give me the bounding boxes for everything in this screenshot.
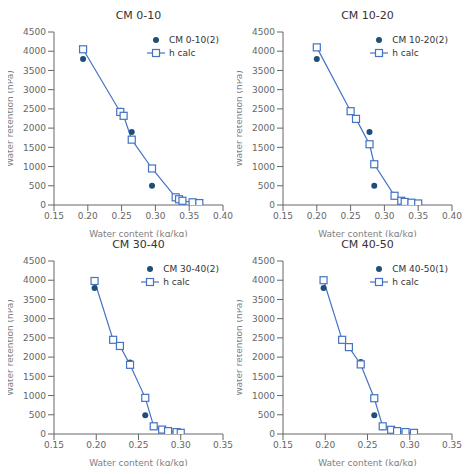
html-text:CM 30-40(2): CM 30-40(2) bbox=[163, 264, 219, 274]
svg-text:0: 0 bbox=[40, 200, 46, 210]
svg-text:Water retention (hPa): Water retention (hPa) bbox=[8, 299, 15, 396]
svg-text:0.30: 0.30 bbox=[171, 440, 191, 450]
svg-text:1500: 1500 bbox=[23, 372, 46, 382]
svg-text:Water content (kg/kg): Water content (kg/kg) bbox=[318, 229, 417, 237]
svg-text:0.35: 0.35 bbox=[213, 440, 233, 450]
svg-text:Water content (kg/kg): Water content (kg/kg) bbox=[89, 458, 188, 466]
svg-text:0.30: 0.30 bbox=[400, 440, 420, 450]
svg-text:4000: 4000 bbox=[252, 275, 275, 285]
html-text:CM 30-40: CM 30-40 bbox=[112, 238, 165, 251]
html-text:CM 10-20(2): CM 10-20(2) bbox=[392, 35, 448, 45]
svg-text:4000: 4000 bbox=[23, 46, 46, 56]
svg-text:0.20: 0.20 bbox=[307, 211, 327, 221]
svg-text:4500: 4500 bbox=[252, 256, 275, 266]
svg-text:3000: 3000 bbox=[252, 314, 275, 324]
svg-text:0.35: 0.35 bbox=[408, 211, 428, 221]
svg-text:0.40: 0.40 bbox=[213, 211, 233, 221]
svg-text:3500: 3500 bbox=[252, 295, 275, 305]
svg-text:0.30: 0.30 bbox=[145, 211, 165, 221]
svg-text:0.25: 0.25 bbox=[112, 211, 132, 221]
html-text:CM 40-50: CM 40-50 bbox=[341, 238, 394, 251]
svg-text:0.25: 0.25 bbox=[128, 440, 148, 450]
svg-text:3000: 3000 bbox=[23, 85, 46, 95]
svg-text:1000: 1000 bbox=[23, 162, 46, 172]
svg-text:Water retention (hPa): Water retention (hPa) bbox=[237, 70, 244, 167]
html-text:h calc: h calc bbox=[392, 277, 419, 287]
svg-text:0.20: 0.20 bbox=[315, 440, 335, 450]
svg-text:2500: 2500 bbox=[252, 333, 275, 343]
svg-text:4500: 4500 bbox=[23, 256, 46, 266]
svg-text:0.15: 0.15 bbox=[273, 211, 293, 221]
svg-text:4000: 4000 bbox=[23, 275, 46, 285]
svg-text:0: 0 bbox=[269, 200, 275, 210]
svg-text:1500: 1500 bbox=[252, 372, 275, 382]
svg-text:1500: 1500 bbox=[252, 143, 275, 153]
svg-text:2000: 2000 bbox=[252, 352, 275, 362]
svg-text:500: 500 bbox=[29, 181, 46, 191]
svg-text:0.25: 0.25 bbox=[357, 440, 377, 450]
svg-text:0: 0 bbox=[269, 429, 275, 439]
svg-text:3000: 3000 bbox=[23, 314, 46, 324]
svg-text:1000: 1000 bbox=[252, 391, 275, 401]
svg-text:0.35: 0.35 bbox=[179, 211, 199, 221]
html-text:h calc: h calc bbox=[392, 48, 419, 58]
svg-text:2000: 2000 bbox=[23, 123, 46, 133]
svg-text:4000: 4000 bbox=[252, 46, 275, 56]
svg-text:2000: 2000 bbox=[252, 123, 275, 133]
svg-text:0.20: 0.20 bbox=[78, 211, 98, 221]
html-text:h calc: h calc bbox=[163, 277, 190, 287]
svg-text:0.30: 0.30 bbox=[374, 211, 394, 221]
svg-text:0.15: 0.15 bbox=[44, 440, 64, 450]
svg-text:1500: 1500 bbox=[23, 143, 46, 153]
svg-text:4500: 4500 bbox=[252, 27, 275, 37]
svg-text:0.40: 0.40 bbox=[442, 211, 462, 221]
svg-text:3500: 3500 bbox=[23, 295, 46, 305]
svg-text:500: 500 bbox=[258, 410, 275, 420]
svg-text:1000: 1000 bbox=[23, 391, 46, 401]
svg-text:500: 500 bbox=[29, 410, 46, 420]
svg-text:3500: 3500 bbox=[23, 66, 46, 76]
svg-text:Water content (kg/kg): Water content (kg/kg) bbox=[318, 458, 417, 466]
svg-text:0.15: 0.15 bbox=[273, 440, 293, 450]
svg-text:0.15: 0.15 bbox=[44, 211, 64, 221]
svg-text:2500: 2500 bbox=[23, 333, 46, 343]
svg-text:500: 500 bbox=[258, 181, 275, 191]
html-text:h calc: h calc bbox=[168, 48, 196, 58]
html-text:CM 10-20: CM 10-20 bbox=[341, 9, 394, 22]
svg-text:Water retention (hPa): Water retention (hPa) bbox=[8, 70, 15, 167]
svg-text:2000: 2000 bbox=[23, 352, 46, 362]
svg-text:3000: 3000 bbox=[252, 85, 275, 95]
html-text:CM 0-10(2): CM 0-10(2) bbox=[168, 35, 219, 45]
svg-text:4500: 4500 bbox=[23, 27, 46, 37]
svg-text:0.20: 0.20 bbox=[86, 440, 106, 450]
html-text:CM 40-50(1): CM 40-50(1) bbox=[392, 264, 448, 274]
svg-text:2500: 2500 bbox=[23, 104, 46, 114]
svg-text:Water content (kg/kg): Water content (kg/kg) bbox=[89, 229, 188, 237]
svg-text:3500: 3500 bbox=[252, 66, 275, 76]
svg-text:0.35: 0.35 bbox=[442, 440, 462, 450]
svg-text:1000: 1000 bbox=[252, 162, 275, 172]
svg-text:0.25: 0.25 bbox=[341, 211, 361, 221]
svg-text:0: 0 bbox=[40, 429, 46, 439]
html-text:CM 0-10: CM 0-10 bbox=[115, 9, 162, 22]
svg-text:Water retention (hPa): Water retention (hPa) bbox=[237, 299, 244, 396]
svg-text:2500: 2500 bbox=[252, 104, 275, 114]
